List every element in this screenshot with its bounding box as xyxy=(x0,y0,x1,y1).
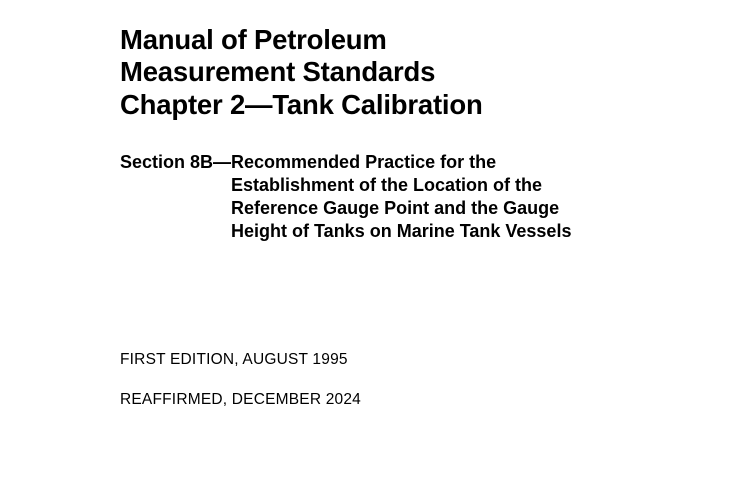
edition-block: FIRST EDITION, AUGUST 1995 REAFFIRMED, D… xyxy=(120,351,684,409)
main-title: Manual of Petroleum Measurement Standard… xyxy=(120,24,684,121)
title-line-2: Measurement Standards xyxy=(120,56,435,87)
section-label: Section 8B— xyxy=(120,151,231,174)
document-page: Manual of Petroleum Measurement Standard… xyxy=(0,0,744,455)
edition-line-1: FIRST EDITION, AUGUST 1995 xyxy=(120,351,684,369)
title-line-1: Manual of Petroleum xyxy=(120,24,387,55)
section-heading: Section 8B— Recommended Practice for the… xyxy=(120,151,684,243)
section-body: Recommended Practice for the Establishme… xyxy=(231,151,591,243)
title-line-3: Chapter 2—Tank Calibration xyxy=(120,89,483,120)
edition-line-2: REAFFIRMED, DECEMBER 2024 xyxy=(120,391,684,409)
